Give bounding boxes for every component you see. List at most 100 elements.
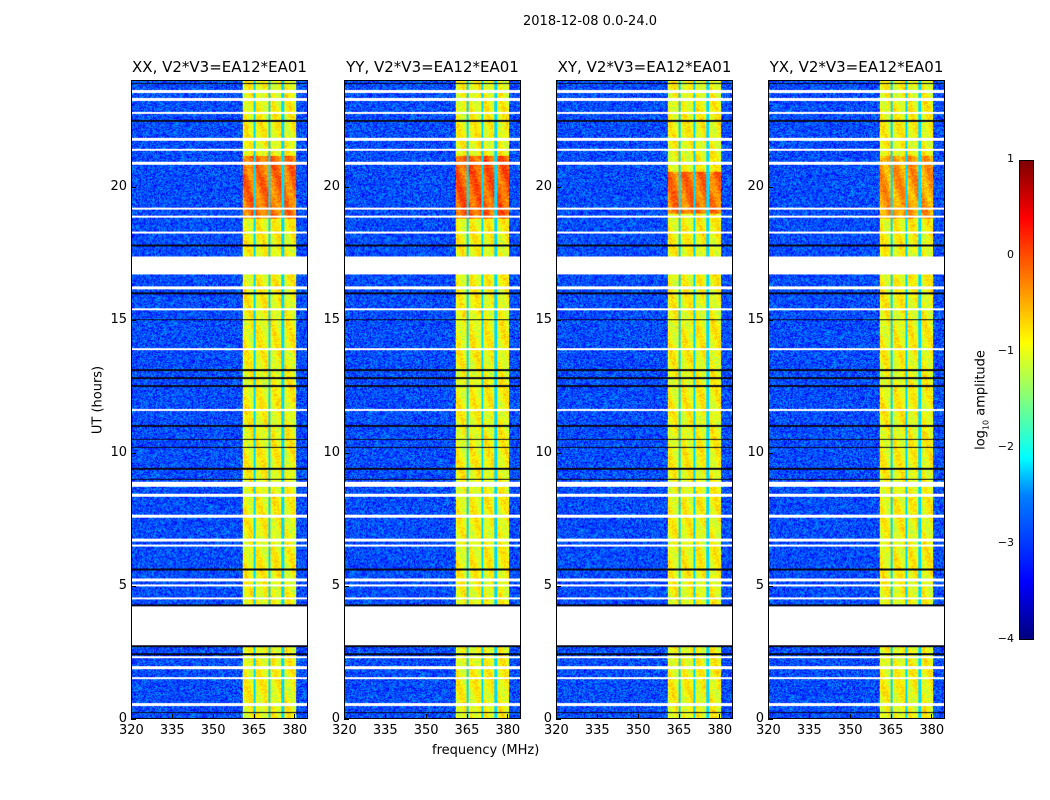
panel-title: YX, V2*V3=EA12*EA01	[769, 58, 944, 76]
x-tick-label: 380	[919, 723, 945, 738]
x-tick-mark	[719, 714, 721, 719]
y-axis-label: UT (hours)	[90, 365, 106, 435]
x-tick-mark	[849, 714, 851, 719]
spectrogram-heatmap	[132, 81, 307, 718]
y-tick-mark	[131, 585, 136, 587]
y-tick-label: 20	[110, 178, 127, 194]
x-tick-label: 320	[756, 723, 781, 738]
x-tick-mark	[637, 714, 639, 719]
x-tick-mark	[890, 714, 892, 719]
y-tick-label: 0	[755, 711, 764, 726]
y-tick-label: 0	[118, 711, 127, 726]
y-tick-mark	[768, 585, 773, 587]
x-tick-mark	[678, 714, 680, 719]
y-tick-label: 10	[323, 444, 340, 460]
y-tick-label: 5	[118, 577, 127, 593]
spectrogram-panel	[768, 80, 945, 719]
y-tick-mark	[768, 452, 773, 454]
x-tick-label: 335	[159, 723, 185, 738]
x-tick-mark	[253, 714, 255, 719]
x-tick-mark	[425, 714, 427, 719]
colorbar-tick-label: 0	[1007, 248, 1014, 261]
y-tick-label: 5	[331, 577, 340, 593]
x-tick-mark	[808, 714, 810, 719]
y-tick-label: 5	[755, 577, 764, 593]
figure-title: 2018-12-08 0.0-24.0	[523, 14, 657, 29]
y-tick-mark	[344, 585, 349, 587]
x-tick-mark	[344, 714, 345, 719]
y-tick-mark	[131, 186, 136, 188]
panel-title: YY, V2*V3=EA12*EA01	[346, 58, 519, 76]
y-tick-label: 15	[110, 311, 127, 327]
x-tick-mark	[384, 714, 386, 719]
x-tick-mark	[466, 714, 468, 719]
x-tick-mark	[294, 714, 296, 719]
panel-title: XX, V2*V3=EA12*EA01	[132, 58, 307, 76]
panel-title: XY, V2*V3=EA12*EA01	[557, 58, 732, 76]
spectrogram-panel	[556, 80, 733, 719]
x-tick-mark	[768, 714, 769, 719]
x-tick-mark	[507, 714, 509, 719]
x-tick-label: 335	[796, 723, 822, 738]
y-tick-mark	[344, 319, 349, 321]
y-tick-mark	[556, 585, 561, 587]
x-tick-label: 320	[544, 723, 569, 738]
x-tick-mark	[556, 714, 557, 719]
x-tick-label: 320	[332, 723, 357, 738]
y-tick-mark	[556, 719, 561, 720]
colorbar-tick-label: 1	[1007, 152, 1014, 165]
x-tick-mark	[212, 714, 214, 719]
spectrogram-heatmap	[557, 81, 732, 718]
spectrogram-heatmap	[769, 81, 944, 718]
colorbar-tick-label: −2	[997, 440, 1014, 453]
x-tick-mark	[931, 714, 933, 719]
spectrogram-heatmap	[345, 81, 520, 718]
y-tick-mark	[131, 319, 136, 321]
x-tick-label: 365	[878, 723, 904, 738]
x-tick-label: 350	[413, 723, 439, 738]
y-tick-label: 15	[535, 311, 552, 327]
colorbar	[1019, 160, 1034, 640]
y-tick-label: 10	[535, 444, 552, 460]
y-tick-label: 5	[543, 577, 552, 593]
spectrogram-panel	[344, 80, 521, 719]
y-tick-label: 15	[747, 311, 764, 327]
y-tick-label: 20	[747, 178, 764, 194]
x-axis-label: frequency (MHz)	[432, 743, 540, 758]
x-tick-label: 365	[241, 723, 267, 738]
x-tick-label: 350	[837, 723, 863, 738]
x-tick-label: 350	[625, 723, 651, 738]
y-tick-label: 20	[535, 178, 552, 194]
y-tick-mark	[768, 186, 773, 188]
y-tick-label: 10	[110, 444, 127, 460]
y-tick-label: 15	[323, 311, 340, 327]
x-tick-mark	[596, 714, 598, 719]
x-tick-label: 365	[666, 723, 692, 738]
y-tick-mark	[556, 452, 561, 454]
y-tick-label: 0	[543, 711, 552, 726]
spectrogram-panel	[131, 80, 308, 719]
y-tick-mark	[131, 452, 136, 454]
x-tick-mark	[171, 714, 173, 719]
x-tick-mark	[131, 714, 132, 719]
colorbar-tick-label: −1	[997, 344, 1014, 357]
y-tick-mark	[556, 186, 561, 188]
y-tick-mark	[131, 719, 136, 720]
x-tick-label: 320	[119, 723, 144, 738]
x-tick-label: 365	[454, 723, 480, 738]
colorbar-label: log10 amplitude	[973, 350, 991, 450]
x-tick-label: 380	[282, 723, 308, 738]
y-tick-mark	[768, 319, 773, 321]
y-tick-mark	[556, 319, 561, 321]
y-tick-label: 20	[323, 178, 340, 194]
y-tick-mark	[344, 719, 349, 720]
y-tick-label: 10	[747, 444, 764, 460]
x-tick-label: 335	[372, 723, 398, 738]
x-tick-label: 350	[200, 723, 226, 738]
y-tick-label: 0	[331, 711, 340, 726]
x-tick-label: 335	[584, 723, 610, 738]
colorbar-tick-label: −4	[997, 632, 1014, 645]
x-tick-label: 380	[707, 723, 733, 738]
y-tick-mark	[344, 186, 349, 188]
